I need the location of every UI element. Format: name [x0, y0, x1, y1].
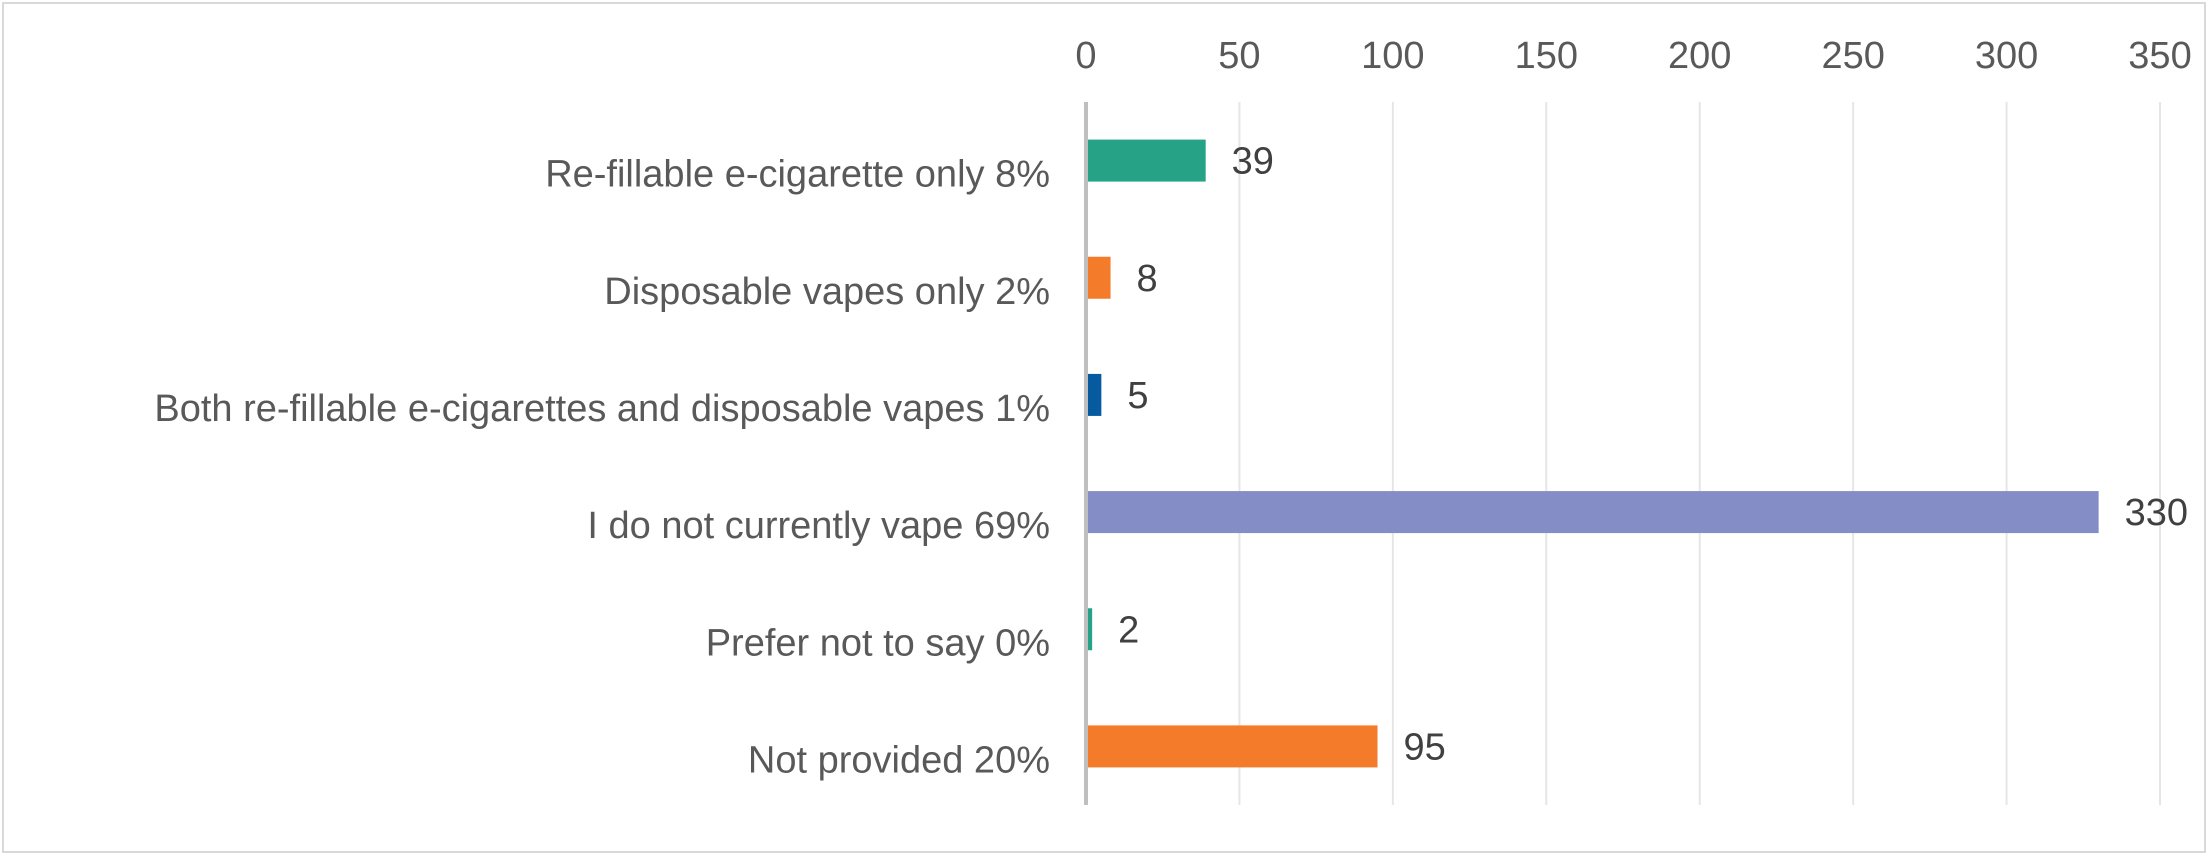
data-label: 39 — [1232, 141, 1274, 183]
data-label: 2 — [1118, 609, 1139, 651]
x-tick-label: 150 — [1515, 35, 1578, 77]
data-labels: 39 8 5 330 2 95 — [1118, 141, 2188, 769]
data-label: 5 — [1127, 375, 1148, 417]
x-tick-label: 200 — [1668, 35, 1731, 77]
data-label: 330 — [2125, 492, 2188, 534]
category-label: Not provided 20% — [748, 739, 1050, 781]
bars — [1088, 139, 2099, 768]
gridlines — [1238, 102, 2161, 805]
x-tick-label: 250 — [1821, 35, 1884, 77]
x-tick-label: 350 — [2128, 35, 2191, 77]
data-label: 8 — [1137, 258, 1158, 300]
x-tick-label: 50 — [1218, 35, 1260, 77]
category-labels: Re-fillable e-cigarette only 8% Disposabl… — [154, 154, 1050, 782]
bar — [1088, 725, 1378, 768]
x-tick-label: 300 — [1975, 35, 2038, 77]
category-label: Disposable vapes only 2% — [604, 271, 1050, 313]
bar — [1088, 491, 2099, 534]
bar — [1088, 608, 1093, 651]
x-axis-tick-labels: 0 50 100 150 200 250 300 350 — [1075, 35, 2191, 77]
x-tick-label: 100 — [1361, 35, 1424, 77]
bar — [1088, 139, 1206, 182]
category-label: Both re-fillable e-cigarettes and dispos… — [154, 388, 1050, 430]
bar — [1088, 256, 1111, 299]
category-label: Prefer not to say 0% — [706, 622, 1050, 664]
x-tick-label: 0 — [1075, 35, 1096, 77]
bar — [1088, 373, 1102, 416]
data-label: 95 — [1404, 726, 1446, 768]
category-label: I do not currently vape 69% — [587, 505, 1050, 547]
category-label: Re-fillable e-cigarette only 8% — [545, 154, 1050, 196]
